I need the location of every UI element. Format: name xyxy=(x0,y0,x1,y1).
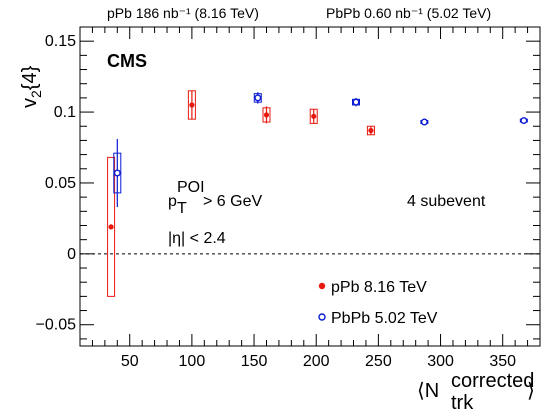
experiment-label: CMS xyxy=(107,51,147,71)
svg-text:corrected: corrected xyxy=(451,370,534,392)
y-tick-label: 0.1 xyxy=(54,104,76,121)
pt-cut-superscript: POI xyxy=(177,179,205,196)
pt-cut-value: > 6 GeV xyxy=(203,193,262,210)
y-tick-label: 0.05 xyxy=(45,175,76,192)
data-point xyxy=(113,169,121,177)
x-axis-title: ⟨N corrected trk ⟩ xyxy=(417,370,535,414)
series-pbpb xyxy=(113,92,528,208)
svg-text:trk: trk xyxy=(451,392,474,414)
lumi-right-label: PbPb 0.60 nb⁻¹ (5.02 TeV) xyxy=(326,5,491,21)
x-tick-label: 150 xyxy=(241,353,268,370)
data-point xyxy=(254,94,262,102)
data-point xyxy=(368,127,374,134)
systematic-box xyxy=(107,156,116,297)
lumi-left-label: pPb 186 nb⁻¹ (8.16 TeV) xyxy=(107,5,259,21)
x-tick-label: 350 xyxy=(489,353,516,370)
y-tick-label: 0.15 xyxy=(45,33,76,50)
data-point xyxy=(108,224,114,230)
x-tick-label: 100 xyxy=(179,353,206,370)
svg-text:p: p xyxy=(168,193,177,210)
legend: pPb 8.16 TeV PbPb 5.02 TeV xyxy=(318,279,438,327)
legend-label-pbpb: PbPb 5.02 TeV xyxy=(331,310,438,327)
legend-marker-ppb xyxy=(318,282,326,290)
pt-cut-subscript: T xyxy=(177,200,187,217)
legend-marker-pbpb xyxy=(318,313,326,321)
data-point xyxy=(352,98,360,106)
x-tick-label: 50 xyxy=(121,353,139,370)
pt-cut-symbol: p xyxy=(168,193,177,210)
x-tick-label: 300 xyxy=(427,353,454,370)
y-tick-label: 0 xyxy=(67,246,76,263)
y-axis-title: v2{4} xyxy=(19,65,44,108)
data-points xyxy=(107,90,528,297)
data-point xyxy=(263,112,270,118)
axes: 50 100 150 200 250 300 350 −0.05 0 0.05 0.1 0.15 xyxy=(36,26,541,370)
plot-frame xyxy=(79,26,541,347)
eta-cut-annotation: |η| < 2.4 xyxy=(168,230,226,247)
subevent-annotation: 4 subevent xyxy=(407,193,486,210)
data-point xyxy=(189,102,195,108)
svg-text:v2{4}: v2{4} xyxy=(19,65,44,108)
svg-text:⟨N: ⟨N xyxy=(417,380,439,402)
pt-cut-annotation: p POI T > 6 GeV xyxy=(168,179,262,217)
data-point xyxy=(311,113,317,119)
legend-label-ppb: pPb 8.16 TeV xyxy=(331,279,427,296)
svg-text:⟩: ⟩ xyxy=(527,380,535,402)
data-point xyxy=(520,117,528,125)
y-tick-label: −0.05 xyxy=(36,317,77,334)
data-point xyxy=(420,118,428,126)
series-ppb xyxy=(107,90,375,297)
x-tick-label: 250 xyxy=(365,353,392,370)
x-tick-label: 200 xyxy=(303,353,330,370)
